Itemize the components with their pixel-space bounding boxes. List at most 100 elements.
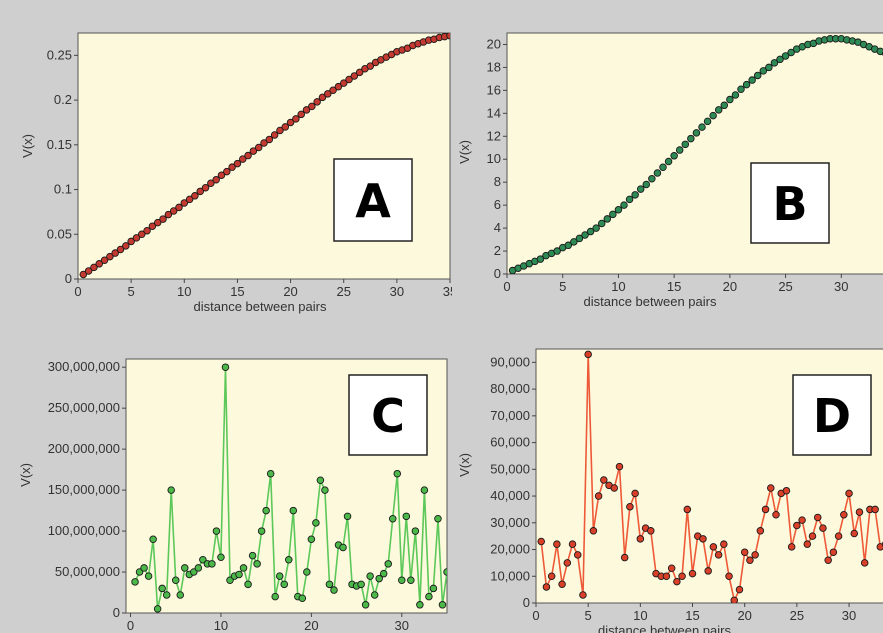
data-point (678, 572, 686, 581)
data-point (753, 71, 762, 80)
x-tick-label: 20 (283, 284, 297, 299)
data-point (751, 551, 759, 559)
data-point (570, 238, 578, 246)
y-tick-label: 90,000 (490, 354, 530, 369)
data-point (169, 207, 178, 215)
x-tick-label: 10 (611, 279, 625, 294)
data-point (748, 76, 756, 84)
data-point (228, 163, 236, 171)
data-point (636, 185, 645, 193)
data-point (620, 553, 629, 562)
data-point (609, 210, 617, 219)
data-point (257, 527, 266, 535)
data-point (266, 469, 275, 478)
data-point (325, 580, 334, 589)
x-tick-label: 0 (503, 279, 510, 294)
panel-badge-box (333, 158, 413, 242)
data-point (355, 68, 364, 77)
x-tick-label: 0 (532, 608, 539, 623)
data-point (553, 540, 561, 548)
data-point (249, 147, 258, 155)
x-tick-label: 0 (127, 618, 134, 633)
data-point (653, 169, 662, 177)
data-point (334, 82, 343, 91)
data-point (175, 203, 183, 212)
y-tick-label: 20,000 (490, 542, 530, 557)
data-point (876, 543, 883, 551)
data-point (212, 527, 221, 535)
data-point (217, 553, 225, 562)
data-point (615, 462, 624, 471)
data-point (756, 527, 765, 535)
data-point (370, 591, 379, 599)
series-group (537, 350, 883, 603)
data-point (692, 129, 701, 137)
y-tick-label: 100,000,000 (48, 523, 120, 538)
data-point (260, 139, 268, 147)
x-tick-label: 20 (737, 608, 751, 623)
data-point (254, 143, 263, 152)
data-point (158, 584, 166, 593)
data-point (149, 535, 157, 544)
chart-panel-c: 0 50,000,000 100,000,000 150,000,000 200,000… (0, 325, 452, 633)
data-point (244, 580, 252, 589)
data-point (770, 59, 779, 67)
x-tick-label: 30 (390, 284, 404, 299)
data-point (233, 159, 242, 168)
data-point (860, 559, 869, 567)
data-point (563, 559, 572, 567)
data-point (270, 131, 279, 139)
y-tick-label: 16 (487, 82, 501, 97)
data-point (366, 62, 375, 70)
panel-badge-letter: A (355, 174, 391, 228)
data-point (742, 80, 751, 89)
data-point (537, 537, 545, 546)
data-point (631, 489, 639, 498)
y-axis-label: V(x) (20, 134, 35, 158)
data-point (813, 513, 822, 522)
data-point (704, 567, 712, 575)
y-tick-label: 18 (487, 59, 501, 74)
data-point (298, 594, 307, 603)
data-point (303, 568, 311, 576)
data-point (164, 210, 173, 219)
data-point (116, 245, 125, 254)
y-tick-label: 8 (494, 174, 501, 189)
data-point (772, 511, 780, 519)
data-point (803, 540, 812, 548)
x-tick-label: 0 (74, 284, 81, 299)
x-tick-label: 25 (790, 608, 804, 623)
data-point (339, 543, 347, 552)
data-point (725, 572, 733, 581)
x-tick-label: 10 (177, 284, 191, 299)
data-point (586, 227, 595, 236)
data-point (122, 242, 130, 250)
data-point (687, 134, 695, 143)
data-point (176, 591, 185, 599)
chart-panel-b: 0 2 4 6 8 10 12 14 16 18 20 0 5 10 15 20 25 30 distance be… (454, 0, 883, 323)
x-tick-label: 15 (685, 608, 699, 623)
data-point (384, 560, 392, 568)
data-point (153, 218, 162, 227)
data-point (285, 555, 293, 564)
x-tick-label: 25 (778, 279, 792, 294)
data-point (411, 527, 420, 535)
data-point (407, 576, 415, 584)
data-point (262, 506, 270, 515)
data-point (416, 601, 424, 609)
data-point (324, 90, 332, 98)
y-tick-label: 0 (523, 595, 530, 610)
x-tick-label: 35 (443, 284, 452, 299)
data-point (217, 171, 226, 179)
data-point (226, 576, 234, 584)
data-point (307, 535, 316, 544)
y-tick-label: 0.05 (47, 226, 72, 241)
data-point (673, 577, 681, 586)
data-point (740, 548, 749, 556)
y-tick-label: 2 (494, 243, 501, 258)
data-point (819, 524, 827, 532)
data-point (573, 551, 582, 559)
y-tick-label: 6 (494, 197, 501, 212)
data-point (162, 591, 171, 599)
x-tick-label: 20 (304, 618, 318, 633)
